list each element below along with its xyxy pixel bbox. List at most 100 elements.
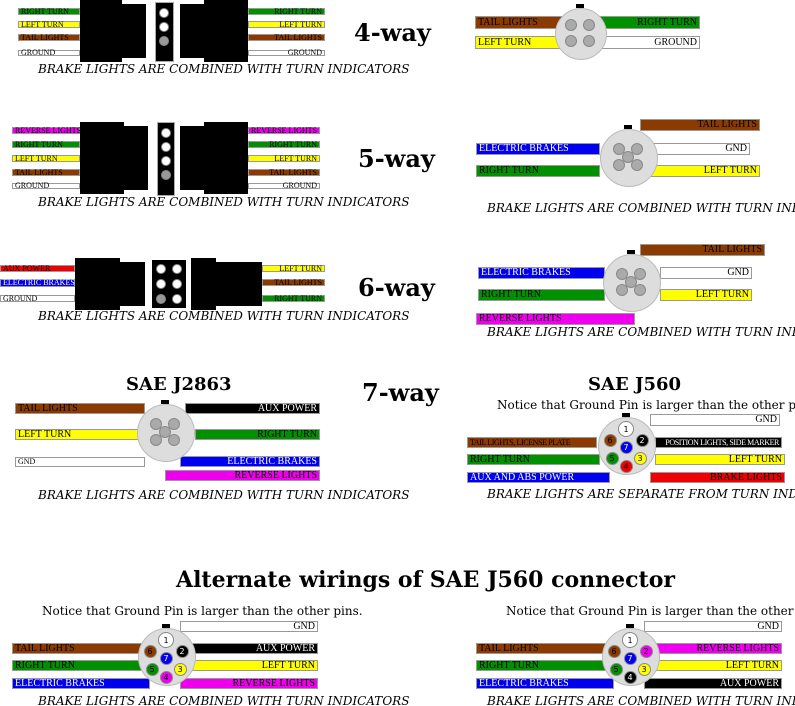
- wire-tail-lights: TAIL LIGHTS: [476, 643, 609, 654]
- connector-pin: [583, 35, 595, 47]
- connector-pin: [161, 156, 171, 166]
- brake-lights-caption: BRAKE LIGHTS ARE SEPARATE FROM TURN INDI…: [487, 487, 795, 501]
- wire-left-turn: LEFT TURN: [18, 20, 80, 28]
- connector-pin: [634, 268, 646, 280]
- brake-lights-caption: BRAKE LIGHTS ARE COMBINED WITH TURN INDI…: [487, 325, 795, 339]
- wire-brake-lights: BRAKE LIGHTS: [650, 472, 785, 483]
- connector-pin-strip: [155, 2, 174, 62]
- wire-aux-power: AUX POWER: [185, 643, 318, 654]
- connector-pin: [150, 418, 162, 430]
- connector-housing: [80, 0, 122, 62]
- wire-ground: GROUND: [0, 294, 75, 302]
- pin-4: 4: [619, 459, 633, 473]
- brake-lights-caption: BRAKE LIGHTS ARE COMBINED WITH TURN INDI…: [487, 201, 795, 215]
- connector-pin: [613, 159, 625, 171]
- wire-electric-brakes: ELECTRIC BRAKES: [12, 678, 150, 689]
- wire-gnd: GND: [180, 621, 318, 632]
- connector-pin: [565, 19, 577, 31]
- wire-reverse-lights: REVERSE LIGHTS: [180, 678, 318, 689]
- wire-gnd: GND: [660, 267, 752, 279]
- connector-housing: [120, 262, 145, 306]
- wire-ground: GROUND: [12, 182, 80, 190]
- wire-right-turn: RIGHT TURN: [476, 165, 600, 177]
- wire-tail-lights: TAIL LIGHTS: [12, 168, 80, 176]
- wire-right-turn: RIGHT TURN: [195, 429, 320, 440]
- connector-pin: [156, 294, 166, 304]
- wire-aux-and-abs-power: AUX AND ABS POWER: [467, 472, 610, 483]
- pin-7: 7: [619, 440, 633, 454]
- heading-4-way: 4-way: [354, 18, 431, 47]
- wire-tail-lights: TAIL LIGHTS: [248, 168, 320, 176]
- connector-key: [624, 125, 632, 129]
- heading-6-way: 6-way: [358, 273, 435, 302]
- wire-left-turn: LEFT TURN: [475, 36, 565, 49]
- pin-7: 7: [623, 651, 637, 665]
- connector-housing: [180, 126, 204, 190]
- wire-aux-power: AUX POWER: [0, 264, 75, 272]
- connector-pin: [159, 426, 171, 438]
- brake-lights-caption: BRAKE LIGHTS ARE COMBINED WITH TURN INDI…: [38, 195, 410, 209]
- connector-key: [622, 413, 630, 417]
- wire-ground: GROUND: [598, 36, 700, 49]
- connector-pin: [634, 284, 646, 296]
- connector-pin: [622, 151, 634, 163]
- pin-6: 6: [607, 644, 621, 658]
- brake-lights-caption: BRAKE LIGHTS ARE COMBINED WITH TURN INDI…: [38, 309, 410, 323]
- wire-tail-lights: TAIL LIGHTS: [475, 16, 565, 29]
- connector-pin: [565, 35, 577, 47]
- brake-lights-caption: BRAKE LIGHTS ARE COMBINED WITH TURN INDI…: [38, 62, 410, 76]
- wire-electric-brakes: ELECTRIC BRAKES: [0, 279, 75, 287]
- connector-pin: [631, 143, 643, 155]
- pin-5: 5: [609, 662, 623, 676]
- connector-pin: [159, 22, 169, 32]
- heading-sae-j560: SAE J560: [588, 374, 682, 395]
- wire-right-turn: RIGHT TURN: [248, 7, 325, 15]
- connector-housing: [204, 122, 248, 194]
- wire-electric-brakes: ELECTRIC BRAKES: [180, 456, 320, 467]
- wire-tail-lights: TAIL LIGHTS: [262, 278, 325, 286]
- wire-gnd: GND: [644, 621, 782, 632]
- wire-right-turn: RIGHT TURN: [598, 16, 700, 29]
- connector-pin: [161, 128, 171, 138]
- heading-alternate-wirings: Alternate wirings of SAE J560 connector: [176, 567, 675, 593]
- wire-aux-power: AUX POWER: [644, 678, 782, 689]
- ground-pin-notice: Notice that Ground Pin is larger than th…: [42, 604, 363, 618]
- ground-pin-notice: Notice that Ground Pin is larger than th…: [506, 604, 795, 618]
- wire-right-turn: RIGHT TURN: [12, 140, 80, 148]
- connector-pin: [161, 170, 171, 180]
- pin-1: 1: [622, 632, 638, 648]
- pin-4: 4: [623, 670, 637, 684]
- connector-key: [627, 250, 635, 254]
- wire-electric-brakes: ELECTRIC BRAKES: [476, 678, 614, 689]
- wire-right-turn: RIGHT TURN: [467, 454, 600, 465]
- connector-pin: [168, 418, 180, 430]
- connector-housing: [122, 4, 146, 58]
- wire-left-turn: LEFT TURN: [248, 154, 320, 162]
- pin-2: 2: [635, 433, 649, 447]
- wire-right-turn: RIGHT TURN: [476, 660, 609, 671]
- pin-2: 2: [639, 644, 653, 658]
- connector-key: [576, 4, 584, 8]
- connector-housing: [216, 262, 262, 306]
- connector-housing: [80, 122, 124, 194]
- wire-right-turn: RIGHT TURN: [478, 289, 605, 301]
- wire-tail-lights: TAIL LIGHTS: [248, 33, 325, 41]
- connector-key: [626, 624, 634, 628]
- wire-tail-lights: TAIL LIGHTS: [640, 119, 760, 131]
- wire-ground: GROUND: [248, 49, 325, 57]
- connector-pin: [583, 19, 595, 31]
- wire-reverse-lights: REVERSE LIGHTS: [12, 126, 81, 134]
- wire-tail-lights-license-plate: TAIL LIGHTS, LICENSE PLATE: [467, 437, 597, 448]
- connector-key: [162, 624, 170, 628]
- wire-right-turn: RIGHT TURN: [248, 140, 320, 148]
- connector-pin: [156, 264, 166, 274]
- connector-pin: [616, 284, 628, 296]
- heading-7-way: 7-way: [362, 378, 439, 407]
- connector-pin: [156, 279, 166, 289]
- wire-electric-brakes: ELECTRIC BRAKES: [478, 267, 605, 279]
- connector-housing: [75, 258, 120, 310]
- connector-pin: [159, 8, 169, 18]
- connector-pin: [168, 434, 180, 446]
- wire-tail-lights: TAIL LIGHTS: [18, 33, 80, 41]
- wire-reverse-lights: REVERSE LIGHTS: [649, 643, 782, 654]
